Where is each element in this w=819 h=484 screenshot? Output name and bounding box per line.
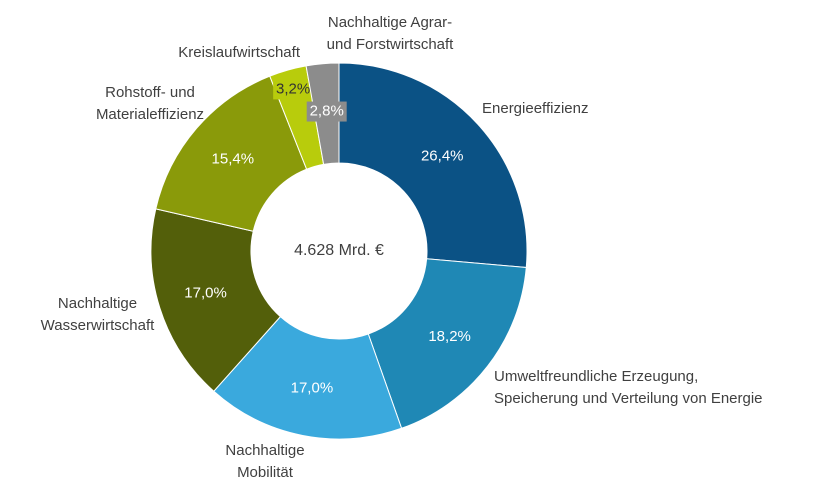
value-label: 2,8%: [310, 103, 344, 120]
category-label: Nachhaltige Wasserwirtschaft: [40, 295, 155, 334]
category-label: Nachhaltige Agrar- und Forstwirtschaft: [326, 14, 454, 53]
value-label: 15,4%: [212, 151, 255, 168]
category-label: Umweltfreundliche Erzeugung, Speicherung…: [494, 368, 763, 407]
value-label-box: [306, 101, 347, 122]
value-label-box: [273, 79, 314, 100]
value-label: 18,2%: [428, 328, 471, 345]
center-label: 4.628 Mrd. €: [294, 242, 384, 259]
value-label: 26,4%: [421, 147, 464, 164]
donut-slice: [150, 208, 282, 392]
category-label: Rohstoff- und Materialeffizienz: [95, 84, 205, 123]
donut-slice: [213, 315, 403, 440]
donut-slice: [155, 75, 308, 232]
value-label: 3,2%: [276, 80, 310, 97]
category-label: Nachhaltige Mobilität: [225, 442, 305, 481]
category-label: Energieeffizienz: [482, 100, 589, 117]
donut-slice: [338, 62, 528, 269]
value-label: 17,0%: [291, 379, 334, 396]
donut-slice: [367, 258, 527, 429]
category-label: Kreislaufwirtschaft: [178, 44, 300, 61]
value-label: 17,0%: [184, 284, 227, 301]
